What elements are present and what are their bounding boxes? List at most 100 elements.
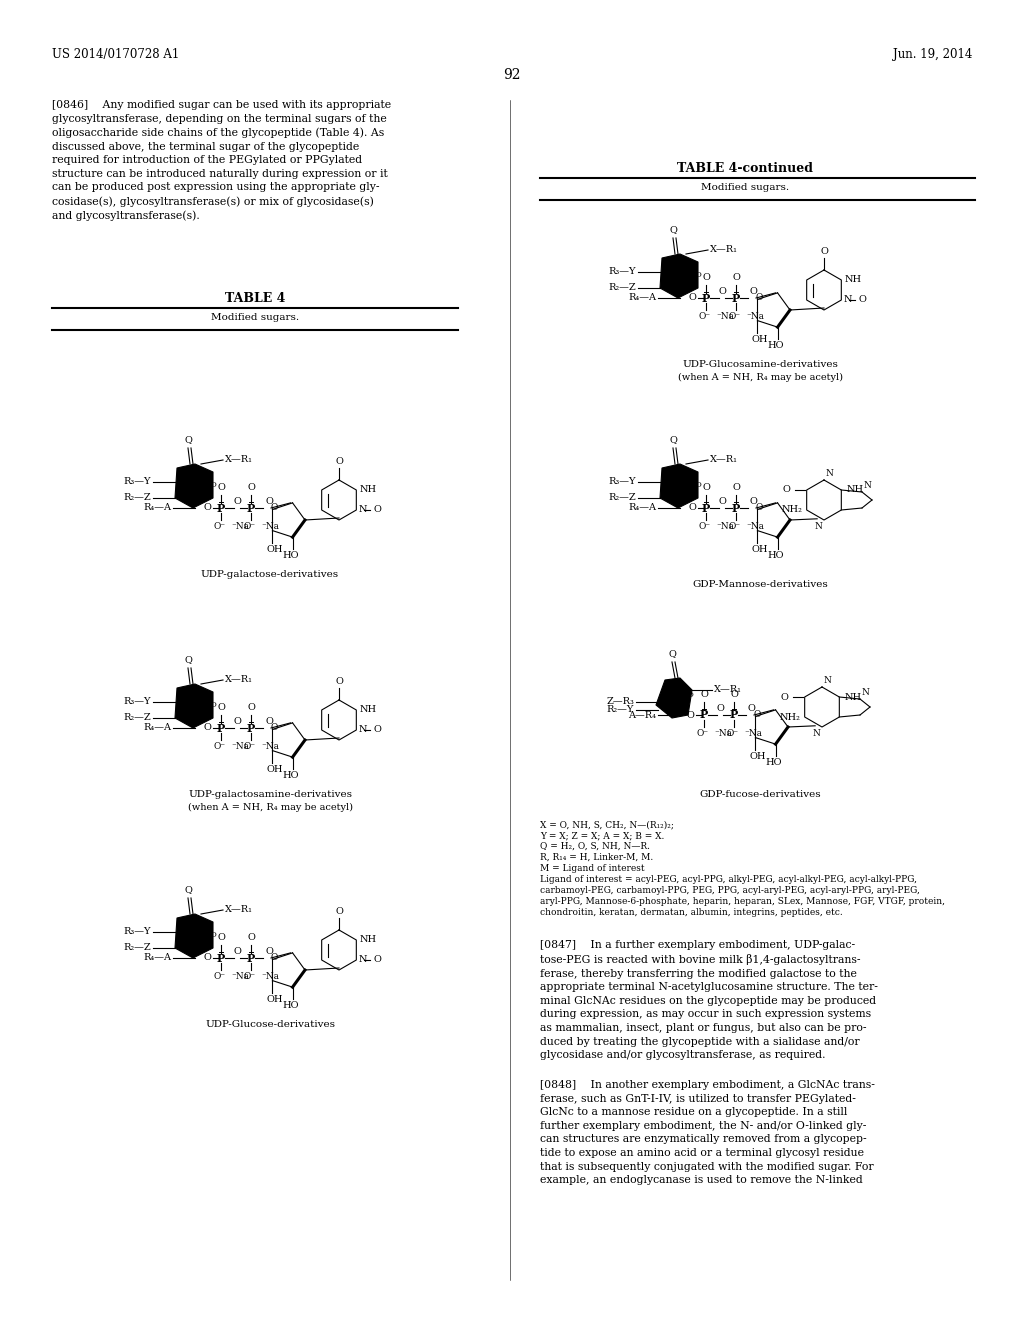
Text: HO: HO xyxy=(767,552,783,560)
Text: R₂—Z: R₂—Z xyxy=(123,494,151,503)
Polygon shape xyxy=(175,684,213,729)
Text: O⁻: O⁻ xyxy=(697,729,709,738)
Text: O⁻: O⁻ xyxy=(699,312,711,321)
Text: O: O xyxy=(732,483,740,492)
Text: P: P xyxy=(217,503,225,513)
Text: X—R₁: X—R₁ xyxy=(225,906,253,915)
Text: ⁻Na: ⁻Na xyxy=(261,972,279,981)
Text: O⁻: O⁻ xyxy=(729,521,741,531)
Text: O: O xyxy=(374,726,381,734)
Text: N: N xyxy=(826,469,834,478)
Text: Ligand of interest = acyl-PEG, acyl-PPG, alkyl-PEG, acyl-alkyl-PEG, acyl-alkyl-P: Ligand of interest = acyl-PEG, acyl-PPG,… xyxy=(540,875,918,884)
Text: NH: NH xyxy=(846,486,863,495)
Text: R₄—A: R₄—A xyxy=(143,953,171,962)
Text: O⁻: O⁻ xyxy=(214,972,226,981)
Text: R₄—A: R₄—A xyxy=(628,293,656,302)
Text: P: P xyxy=(732,503,740,513)
Text: X—R₁: X—R₁ xyxy=(710,455,738,465)
Polygon shape xyxy=(660,253,698,298)
Text: R₂—Z: R₂—Z xyxy=(608,284,636,293)
Text: O: O xyxy=(270,723,279,731)
Text: O⁻: O⁻ xyxy=(214,521,226,531)
Text: ⁻Na: ⁻Na xyxy=(714,729,732,738)
Text: O: O xyxy=(688,293,696,302)
Text: O: O xyxy=(247,483,255,492)
Text: NH: NH xyxy=(359,936,377,945)
Text: UDP-galactosamine-derivatives: UDP-galactosamine-derivatives xyxy=(188,789,352,799)
Text: UDP-galactose-derivatives: UDP-galactose-derivatives xyxy=(201,570,339,579)
Text: O: O xyxy=(335,907,343,916)
Text: O: O xyxy=(335,457,343,466)
Text: X—R₁: X—R₁ xyxy=(710,246,738,255)
Text: chondroitin, keratan, dermatan, albumin, integrins, peptides, etc.: chondroitin, keratan, dermatan, albumin,… xyxy=(540,908,843,917)
Text: OH: OH xyxy=(266,764,283,774)
Text: HO: HO xyxy=(767,341,783,350)
Text: O: O xyxy=(265,717,272,726)
Text: NH: NH xyxy=(359,486,377,495)
Text: O: O xyxy=(750,498,758,506)
Text: O: O xyxy=(217,483,225,492)
Text: N: N xyxy=(358,956,367,965)
Text: O⁻: O⁻ xyxy=(244,521,256,531)
Text: Q: Q xyxy=(184,436,191,444)
Text: R₃—Y: R₃—Y xyxy=(124,478,151,487)
Text: Modified sugars.: Modified sugars. xyxy=(211,313,299,322)
Text: O⁻: O⁻ xyxy=(729,312,741,321)
Text: UDP-Glucosamine-derivatives: UDP-Glucosamine-derivatives xyxy=(682,360,838,370)
Text: carbamoyl-PEG, carbamoyl-PPG, PEG, PPG, acyl-aryl-PEG, acyl-aryl-PPG, aryl-PEG,: carbamoyl-PEG, carbamoyl-PPG, PEG, PPG, … xyxy=(540,886,920,895)
Text: O: O xyxy=(754,710,761,719)
Text: Jun. 19, 2014: Jun. 19, 2014 xyxy=(893,48,972,61)
Text: Q: Q xyxy=(668,649,676,657)
Text: TABLE 4: TABLE 4 xyxy=(225,292,286,305)
Text: O: O xyxy=(756,293,763,302)
Text: ⁻Na: ⁻Na xyxy=(231,742,249,751)
Text: O: O xyxy=(203,723,211,733)
Text: N: N xyxy=(862,688,869,697)
Text: O: O xyxy=(217,933,225,942)
Text: Q: Q xyxy=(184,884,191,894)
Text: OH: OH xyxy=(266,545,283,553)
Text: O: O xyxy=(756,503,763,512)
Text: N: N xyxy=(812,729,820,738)
Text: O⁻: O⁻ xyxy=(727,729,739,738)
Text: N: N xyxy=(844,296,852,305)
Text: P: P xyxy=(732,293,740,304)
Text: O: O xyxy=(858,296,866,305)
Text: R₃—Y: R₃—Y xyxy=(124,697,151,706)
Text: HO: HO xyxy=(283,1001,299,1010)
Text: [0847]  In a further exemplary embodiment, UDP-galac-
tose-PEG is reacted with b: [0847] In a further exemplary embodiment… xyxy=(540,940,878,1060)
Text: P: P xyxy=(247,722,255,734)
Text: O: O xyxy=(374,506,381,515)
Text: O: O xyxy=(233,498,241,506)
Text: O: O xyxy=(374,956,381,965)
Text: HO: HO xyxy=(765,758,781,767)
Text: O: O xyxy=(702,483,710,492)
Text: O: O xyxy=(335,677,343,686)
Text: NH: NH xyxy=(845,693,861,701)
Text: O: O xyxy=(203,953,211,962)
Text: O: O xyxy=(730,690,738,700)
Text: HO: HO xyxy=(283,552,299,560)
Text: O: O xyxy=(718,498,726,506)
Text: P: P xyxy=(247,953,255,964)
Polygon shape xyxy=(660,465,698,508)
Text: UDP-Glucose-derivatives: UDP-Glucose-derivatives xyxy=(205,1020,335,1030)
Text: US 2014/0170728 A1: US 2014/0170728 A1 xyxy=(52,48,179,61)
Polygon shape xyxy=(175,913,213,958)
Text: R, R₁₄ = H, Linker-M, M.: R, R₁₄ = H, Linker-M, M. xyxy=(540,853,653,862)
Text: ⁻Na: ⁻Na xyxy=(744,729,762,738)
Text: NH₂: NH₂ xyxy=(781,506,803,515)
Polygon shape xyxy=(656,678,692,718)
Text: P: P xyxy=(699,710,709,721)
Text: O: O xyxy=(748,704,756,713)
Text: ⁻Na: ⁻Na xyxy=(716,521,734,531)
Text: O: O xyxy=(718,286,726,296)
Text: R₄—A: R₄—A xyxy=(628,503,656,512)
Text: O: O xyxy=(716,704,724,713)
Text: N: N xyxy=(358,726,367,734)
Text: O: O xyxy=(233,717,241,726)
Text: R₂—Z: R₂—Z xyxy=(608,494,636,503)
Text: Q = H₂, O, S, NH, N—R.: Q = H₂, O, S, NH, N—R. xyxy=(540,842,650,851)
Text: NH: NH xyxy=(359,705,377,714)
Text: ⁻Na: ⁻Na xyxy=(261,742,279,751)
